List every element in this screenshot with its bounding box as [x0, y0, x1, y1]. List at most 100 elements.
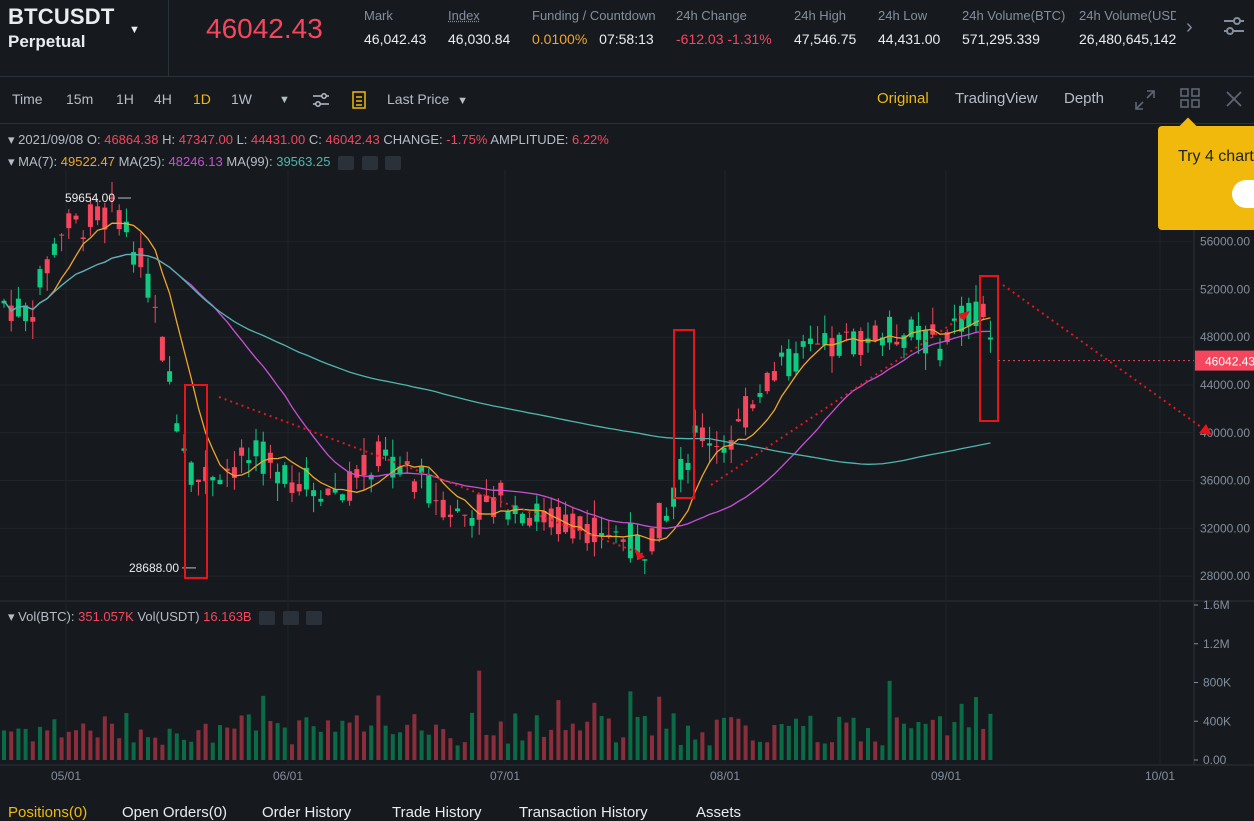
fullscreen-icon[interactable]: [1134, 89, 1156, 111]
volume-bar: [390, 734, 395, 760]
volume-bar: [174, 733, 179, 760]
legend-caret-icon[interactable]: ▾: [8, 154, 15, 169]
symbol-name[interactable]: BTCUSDT: [8, 4, 115, 29]
volume-bar: [441, 729, 446, 760]
tab-order-history[interactable]: Order History: [262, 804, 352, 821]
stat-value: 26,480,645,142: [1079, 31, 1176, 47]
close-icon[interactable]: [385, 155, 402, 170]
volume-bar: [110, 723, 114, 760]
stat-value: 44,431.00: [878, 31, 941, 47]
candle-body: [383, 449, 389, 456]
volume-bar: [38, 726, 42, 760]
stat-24h-volume-btc: 24h Volume(BTC) 571,295.339: [962, 8, 1065, 47]
symbol-selector[interactable]: BTCUSDT Perpetual ▼: [8, 4, 140, 52]
more-intervals-caret-icon[interactable]: ▼: [279, 94, 290, 106]
volume-bar: [239, 715, 244, 760]
volume-bar: [657, 696, 662, 760]
eye-icon[interactable]: [338, 155, 355, 170]
candle-body: [534, 503, 540, 522]
candle-body: [836, 334, 842, 356]
volume-bar: [743, 725, 748, 760]
volume-bar: [736, 718, 741, 760]
volume-bar: [592, 702, 597, 760]
candle-body: [131, 252, 137, 265]
volume-bar: [225, 727, 230, 760]
tab-open-orders[interactable]: Open Orders(0): [122, 804, 228, 821]
volume-bar: [160, 744, 165, 760]
candle-body: [339, 494, 345, 501]
volume-bar: [916, 721, 921, 760]
volume-bar: [333, 731, 338, 760]
stat-label[interactable]: Index: [448, 8, 480, 23]
volume-bar: [801, 725, 806, 760]
volume-bar: [462, 742, 467, 760]
candle-body: [743, 396, 749, 428]
volume-bar: [254, 730, 258, 760]
chevron-right-icon[interactable]: ›: [1186, 16, 1193, 38]
interval-1d[interactable]: 1D: [193, 91, 211, 107]
view-original[interactable]: Original: [877, 90, 929, 107]
chart-toolbar: Time 15m 1H 4H 1D 1W ▼ Last Price ▼ Orig…: [0, 77, 1254, 124]
volume-bar: [196, 730, 201, 760]
volume-bar: [966, 727, 971, 760]
tab-transaction-history[interactable]: Transaction History: [519, 804, 648, 821]
volume-bar: [182, 739, 186, 760]
volume-bar: [664, 728, 669, 760]
volume-bar: [146, 737, 150, 760]
annotation-arrow-line: [1002, 284, 1209, 433]
volume-bar: [808, 715, 813, 760]
volume-bar: [722, 717, 726, 760]
tab-trade-history[interactable]: Trade History: [392, 804, 482, 821]
indicator-settings-icon[interactable]: [312, 93, 330, 107]
volume-bar: [16, 728, 21, 760]
interval-time[interactable]: Time: [12, 91, 43, 107]
volume-bar: [578, 730, 582, 760]
candle-body: [426, 474, 432, 504]
volume-bar: [534, 715, 539, 760]
gear-icon[interactable]: [282, 610, 299, 625]
interval-15m[interactable]: 15m: [66, 91, 94, 107]
popup-toggle[interactable]: [1232, 180, 1254, 208]
stat-value: 47,546.75: [794, 31, 857, 47]
interval-1h[interactable]: 1H: [116, 91, 134, 107]
volume-bar: [167, 728, 172, 760]
volume-bar: [268, 720, 273, 760]
tab-positions[interactable]: Positions(0): [8, 804, 88, 821]
view-tradingview[interactable]: TradingView: [955, 90, 1038, 107]
candle-body: [858, 331, 864, 355]
close-icon[interactable]: [1226, 91, 1242, 107]
interval-4h[interactable]: 4H: [154, 91, 172, 107]
legend-close: 46042.43: [325, 132, 380, 147]
interval-1w[interactable]: 1W: [231, 91, 252, 107]
volume-bar: [671, 713, 676, 760]
ma99-value: 39563.25: [276, 154, 331, 169]
candle-body: [102, 207, 108, 230]
tab-assets[interactable]: Assets: [696, 804, 742, 821]
caret-down-icon[interactable]: ▼: [129, 24, 140, 36]
candle-body: [491, 497, 497, 518]
eye-icon[interactable]: [259, 610, 276, 625]
indicator-list-icon[interactable]: [352, 91, 366, 109]
price-type-select[interactable]: Last Price ▼: [387, 91, 468, 107]
view-depth[interactable]: Depth: [1064, 90, 1105, 107]
caret-down-icon: ▼: [457, 95, 469, 107]
annotation-arrowhead: [634, 548, 645, 560]
volume-bar: [124, 713, 129, 760]
legend-caret-icon[interactable]: ▾: [8, 609, 15, 624]
ma7-line: [3, 222, 991, 541]
candle-body: [59, 234, 65, 236]
close-icon[interactable]: [306, 610, 323, 625]
gear-icon[interactable]: [361, 155, 378, 170]
volume-bar: [988, 713, 993, 760]
volume-tick-label: 0.00: [1203, 753, 1227, 767]
volume-bar: [887, 680, 892, 760]
candle-body: [541, 511, 547, 523]
candle-body: [44, 259, 50, 274]
candlestick-chart[interactable]: 56000.00 52000.00 48000.00 44000.00 40000.00…: [0, 124, 1254, 788]
volume-bar: [952, 722, 957, 760]
sliders-icon[interactable]: [1222, 15, 1246, 37]
legend-caret-icon[interactable]: ▾: [8, 132, 15, 147]
annotation-box: [184, 384, 208, 579]
candle-body: [620, 539, 626, 542]
grid-layout-icon[interactable]: [1180, 88, 1200, 108]
